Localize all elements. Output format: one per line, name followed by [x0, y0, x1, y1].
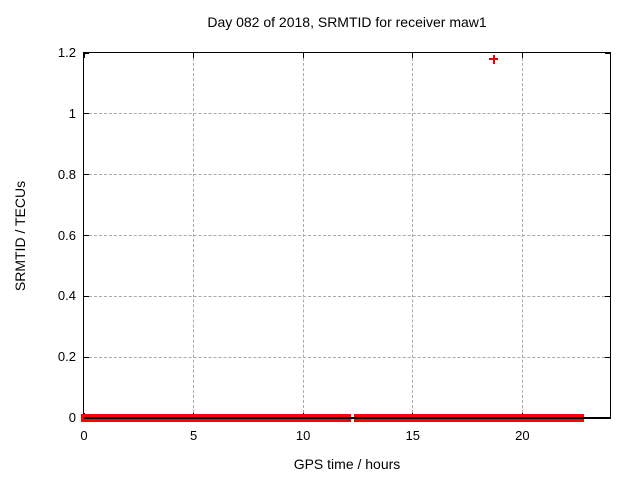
- x-tick: [302, 53, 304, 58]
- x-tick: [193, 53, 195, 58]
- x-tick-label: 15: [405, 428, 420, 443]
- x-tick: [83, 53, 85, 58]
- y-tick-label: 0: [68, 410, 76, 425]
- chart-title: Day 082 of 2018, SRMTID for receiver maw…: [207, 14, 487, 30]
- y-tick-label: 0.8: [57, 166, 76, 182]
- outlier-plus-marker: [493, 54, 495, 64]
- y-tick: [605, 295, 610, 297]
- x-tick-label: 0: [80, 428, 88, 443]
- y-tick-label: 1: [68, 105, 76, 121]
- horizontal-gridline: [84, 235, 610, 236]
- y-tick: [605, 235, 610, 236]
- y-tick: [84, 174, 89, 176]
- horizontal-gridline: [84, 113, 610, 115]
- x-tick-label: 10: [295, 428, 311, 443]
- y-tick-label: 0.6: [57, 227, 76, 243]
- y-tick: [84, 295, 89, 297]
- y-tick-label: 1.2: [57, 45, 76, 60]
- y-tick: [84, 356, 89, 358]
- y-tick: [605, 174, 610, 176]
- x-tick: [412, 53, 414, 58]
- x-axis-line: [84, 417, 610, 419]
- x-tick-label: 20: [515, 428, 530, 443]
- y-tick-label: 0.2: [57, 349, 76, 365]
- x-axis-label: GPS time / hours: [293, 456, 401, 472]
- y-tick-label: 0.4: [57, 288, 76, 304]
- y-tick: [605, 356, 610, 358]
- y-tick: [84, 113, 89, 115]
- plot-area: [81, 52, 611, 422]
- y-tick: [605, 52, 610, 54]
- y-tick: [605, 113, 610, 115]
- horizontal-gridline: [84, 174, 610, 176]
- x-tick-label: 5: [189, 428, 198, 443]
- y-tick: [84, 235, 89, 236]
- horizontal-gridline: [84, 295, 610, 297]
- y-tick: [84, 52, 89, 54]
- horizontal-gridline: [84, 356, 610, 358]
- x-tick: [521, 53, 523, 58]
